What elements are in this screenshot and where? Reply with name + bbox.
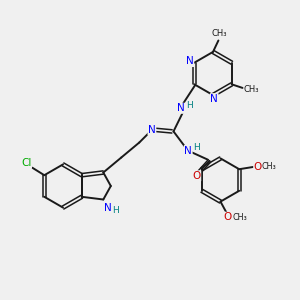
- Text: N: N: [186, 56, 194, 67]
- Text: O: O: [224, 212, 232, 222]
- Text: N: N: [104, 203, 112, 213]
- Text: N: N: [177, 103, 184, 113]
- Text: O: O: [193, 171, 201, 181]
- Text: CH₃: CH₃: [244, 85, 259, 94]
- Text: H: H: [186, 101, 193, 110]
- Text: CH₃: CH₃: [232, 213, 247, 222]
- Text: N: N: [210, 94, 218, 104]
- Text: Cl: Cl: [21, 158, 32, 168]
- Text: O: O: [254, 162, 262, 172]
- Text: H: H: [112, 206, 119, 215]
- Text: N: N: [148, 125, 156, 135]
- Text: CH₃: CH₃: [262, 162, 277, 171]
- Text: H: H: [193, 143, 200, 152]
- Text: N: N: [184, 146, 192, 156]
- Text: CH₃: CH₃: [211, 28, 227, 38]
